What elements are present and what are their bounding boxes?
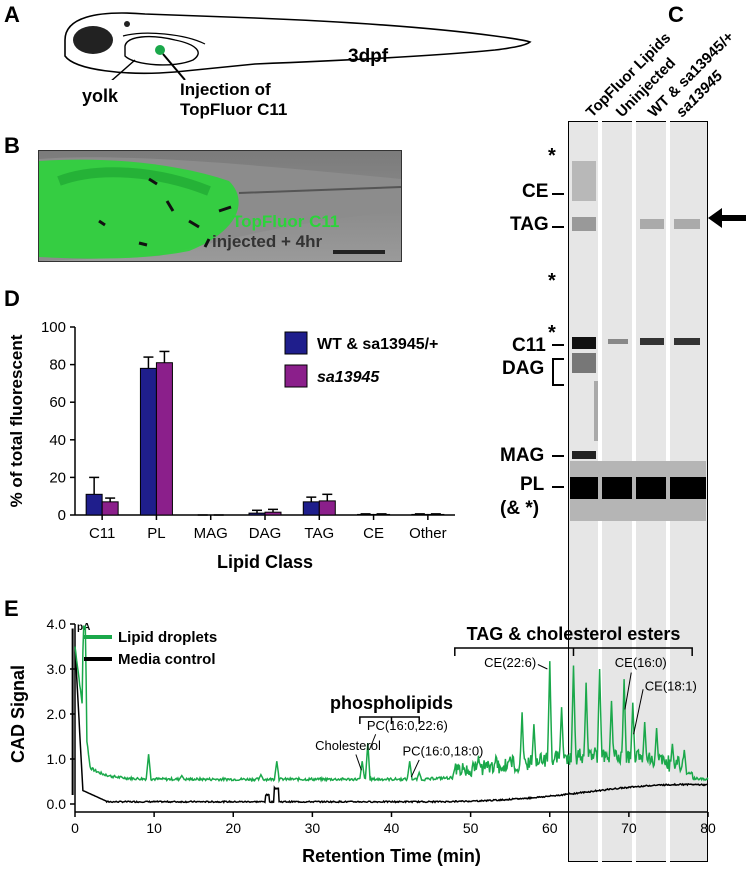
label-yolk: yolk <box>82 86 119 106</box>
tlc-star-1: * <box>548 145 556 167</box>
x-tick-label: CE <box>363 525 384 542</box>
x-tick-label: 50 <box>463 820 479 836</box>
panel-label-d: D <box>4 286 20 311</box>
band-c11: C11 <box>512 335 546 356</box>
leader-cholesterol <box>355 754 362 771</box>
series-line-media-control <box>74 646 709 804</box>
tick-mag <box>552 455 564 457</box>
leader-ce-16-0 <box>624 672 632 710</box>
bar <box>318 500 336 516</box>
y-axis-title: % of total fluorescent <box>7 334 26 507</box>
legend-swatch <box>284 331 308 355</box>
y-tick-label: 3.0 <box>47 661 67 677</box>
band-mag: MAG <box>500 445 545 466</box>
legend-label: Lipid droplets <box>118 629 217 646</box>
x-tick-label: C11 <box>89 525 115 542</box>
bar <box>264 511 282 516</box>
y-tick-label: 60 <box>49 394 66 411</box>
annotation-tag-ce: TAG & cholesterol esters <box>467 624 681 644</box>
x-tick-label: 40 <box>384 820 400 836</box>
legend-swatch <box>284 364 308 388</box>
y-tick-label: 80 <box>49 357 66 374</box>
x-tick-label: 10 <box>146 820 162 836</box>
tlc-star-3: * <box>548 322 556 344</box>
annotation-phospholipids: phospholipids <box>330 693 453 713</box>
tick-pl <box>552 486 564 488</box>
tlc-plate <box>568 121 708 862</box>
y-tick-label: 1.0 <box>47 751 67 767</box>
bar-chart-lipid-class: 0 20 40 60 80 100 C11 PL MAG DAG TAG CE Other % of to… <box>7 319 455 572</box>
label-injected-time: injected + 4hr <box>212 232 323 251</box>
x-tick-label: PL <box>147 525 165 542</box>
x-tick-label: 60 <box>542 820 558 836</box>
y-tick-label: 100 <box>41 319 66 336</box>
bar <box>248 512 266 516</box>
bracket-phospholipids <box>359 716 420 724</box>
tick-c11 <box>552 344 564 346</box>
x-tick-label: MAG <box>194 525 228 542</box>
annotation-ce-18-1: CE(18:1) <box>645 679 697 694</box>
x-axis-title: Lipid Class <box>217 552 313 572</box>
fluorescence-micrograph <box>38 150 402 262</box>
annotation-ce-16-0: CE(16:0) <box>615 655 667 670</box>
bar <box>101 501 119 516</box>
panel-label-c: C <box>668 2 684 27</box>
legend-label: sa13945 <box>317 369 380 386</box>
x-tick-label: 70 <box>621 820 637 836</box>
annotation-pc-22-6: PC(16:0,22:6) <box>367 718 448 733</box>
legend-label: Media control <box>118 651 216 668</box>
annotation-cholesterol: Cholesterol <box>315 738 381 753</box>
scale-bar <box>333 250 385 254</box>
tick-tag <box>552 226 564 228</box>
y-tick-label: 4.0 <box>47 616 67 632</box>
bar <box>139 367 157 516</box>
arrow-left-icon <box>708 208 746 228</box>
panel-label-a: A <box>4 2 20 27</box>
tlc-lane-labels: TopFluor Lipids Uninjected WT & sa13945/… <box>583 28 738 121</box>
panel-label-b: B <box>4 133 20 158</box>
label-injection-line2: TopFluor C11 <box>180 100 288 119</box>
leader-pc-18-0 <box>410 759 420 778</box>
label-injection-line1: Injection of <box>180 80 271 99</box>
annotation-ce-22-6: CE(22:6) <box>484 655 536 670</box>
band-dag: DAG <box>502 358 545 379</box>
y-tick-label: 20 <box>49 469 66 486</box>
bracket-dag <box>552 358 564 386</box>
x-tick-label: Other <box>409 525 447 542</box>
y-tick-label: 2.0 <box>47 706 67 722</box>
leader-pc-22-6 <box>368 734 377 751</box>
y-tick-label: 0 <box>58 507 66 524</box>
x-tick-label: 30 <box>305 820 321 836</box>
zebrafish-larva-drawing <box>64 12 532 80</box>
y-tick-label: 0.0 <box>47 796 67 812</box>
y-tick-label: 40 <box>49 432 66 449</box>
x-tick-label: DAG <box>249 525 282 542</box>
band-pl: PL <box>520 474 545 495</box>
x-tick-label: 80 <box>700 820 716 836</box>
x-tick-label: 20 <box>225 820 241 836</box>
x-axis-title: Retention Time (min) <box>302 846 481 866</box>
legend-label: WT & sa13945/+ <box>317 336 438 353</box>
y-axis-title: CAD Signal <box>8 665 28 763</box>
leader-ce-22-6 <box>537 664 548 670</box>
x-tick-label: TAG <box>304 525 334 542</box>
bar <box>155 362 173 516</box>
bar <box>302 501 320 516</box>
band-ce: CE <box>522 181 549 202</box>
label-stage: 3dpf <box>348 46 389 67</box>
band-tag: TAG <box>510 214 549 235</box>
panel-label-e: E <box>4 596 19 621</box>
leader-ce-18-1 <box>633 689 644 735</box>
series-line-lipid-droplets <box>74 625 709 784</box>
band-pl-star: (& *) <box>500 498 540 519</box>
label-topfluor-c11: TopFluor C11 <box>232 212 340 231</box>
tlc-star-2: * <box>548 270 556 292</box>
tick-ce <box>552 193 564 195</box>
cad-chromatogram: 0.0 1.0 2.0 3.0 4.0 0 10 20 30 40 50 60 70 80 CAD Sign… <box>8 616 716 866</box>
bar <box>85 493 103 516</box>
annotation-pc-18-0: PC(16:0,18:0) <box>402 743 483 758</box>
x-tick-label: 0 <box>71 820 79 836</box>
